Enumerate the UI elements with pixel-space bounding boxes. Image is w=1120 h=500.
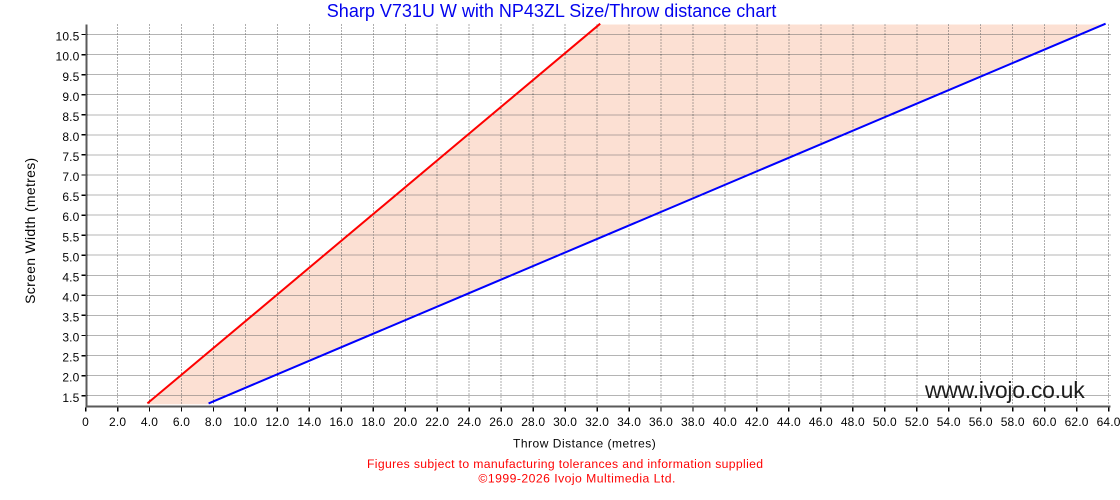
svg-text:8.0: 8.0 bbox=[205, 415, 222, 429]
svg-text:30.0: 30.0 bbox=[553, 415, 577, 429]
svg-text:38.0: 38.0 bbox=[681, 415, 705, 429]
svg-text:4.5: 4.5 bbox=[62, 270, 79, 284]
svg-text:56.0: 56.0 bbox=[969, 415, 993, 429]
svg-text:42.0: 42.0 bbox=[745, 415, 769, 429]
svg-text:50.0: 50.0 bbox=[873, 415, 897, 429]
svg-text:24.0: 24.0 bbox=[457, 415, 481, 429]
svg-text:10.5: 10.5 bbox=[56, 30, 80, 44]
svg-text:4.0: 4.0 bbox=[141, 415, 158, 429]
svg-text:10.0: 10.0 bbox=[233, 415, 257, 429]
svg-text:46.0: 46.0 bbox=[809, 415, 833, 429]
svg-text:58.0: 58.0 bbox=[1001, 415, 1025, 429]
svg-text:26.0: 26.0 bbox=[489, 415, 513, 429]
svg-text:©1999-2026 Ivojo Multimedia Lt: ©1999-2026 Ivojo Multimedia Ltd. bbox=[478, 472, 675, 486]
svg-text:9.0: 9.0 bbox=[62, 90, 79, 104]
svg-text:2.5: 2.5 bbox=[62, 351, 79, 365]
svg-text:44.0: 44.0 bbox=[777, 415, 801, 429]
svg-text:12.0: 12.0 bbox=[265, 415, 289, 429]
svg-text:4.0: 4.0 bbox=[62, 291, 79, 305]
svg-text:10.0: 10.0 bbox=[56, 50, 80, 64]
svg-text:48.0: 48.0 bbox=[841, 415, 865, 429]
svg-text:9.5: 9.5 bbox=[62, 70, 79, 84]
svg-text:18.0: 18.0 bbox=[361, 415, 385, 429]
svg-text:Throw Distance (metres): Throw Distance (metres) bbox=[513, 437, 656, 451]
svg-text:3.0: 3.0 bbox=[62, 331, 79, 345]
svg-text:Sharp V731U W with NP43ZL Size: Sharp V731U W with NP43ZL Size/Throw dis… bbox=[327, 1, 777, 21]
svg-text:7.0: 7.0 bbox=[62, 170, 79, 184]
svg-text:Screen Width (metres): Screen Width (metres) bbox=[22, 158, 38, 304]
svg-text:54.0: 54.0 bbox=[937, 415, 961, 429]
svg-text:3.5: 3.5 bbox=[62, 311, 79, 325]
svg-text:Figures subject to manufacturi: Figures subject to manufacturing toleran… bbox=[367, 457, 763, 471]
svg-text:5.5: 5.5 bbox=[62, 230, 79, 244]
svg-text:8.5: 8.5 bbox=[62, 110, 79, 124]
svg-text:28.0: 28.0 bbox=[521, 415, 545, 429]
svg-text:5.0: 5.0 bbox=[62, 250, 79, 264]
svg-text:22.0: 22.0 bbox=[425, 415, 449, 429]
svg-text:52.0: 52.0 bbox=[905, 415, 929, 429]
svg-text:34.0: 34.0 bbox=[617, 415, 641, 429]
svg-text:64.0: 64.0 bbox=[1097, 415, 1120, 429]
svg-text:32.0: 32.0 bbox=[585, 415, 609, 429]
svg-text:16.0: 16.0 bbox=[329, 415, 353, 429]
svg-text:8.0: 8.0 bbox=[62, 130, 79, 144]
svg-text:6.0: 6.0 bbox=[173, 415, 190, 429]
svg-text:20.0: 20.0 bbox=[393, 415, 417, 429]
svg-text:0: 0 bbox=[82, 415, 89, 429]
svg-text:7.5: 7.5 bbox=[62, 150, 79, 164]
svg-text:www.ivojo.co.uk: www.ivojo.co.uk bbox=[924, 377, 1085, 403]
svg-text:1.5: 1.5 bbox=[62, 391, 79, 405]
svg-text:2.0: 2.0 bbox=[109, 415, 126, 429]
svg-text:2.0: 2.0 bbox=[62, 371, 79, 385]
svg-text:60.0: 60.0 bbox=[1033, 415, 1057, 429]
svg-text:40.0: 40.0 bbox=[713, 415, 737, 429]
svg-text:36.0: 36.0 bbox=[649, 415, 673, 429]
svg-text:6.0: 6.0 bbox=[62, 210, 79, 224]
svg-text:6.5: 6.5 bbox=[62, 190, 79, 204]
svg-text:14.0: 14.0 bbox=[297, 415, 321, 429]
svg-text:62.0: 62.0 bbox=[1065, 415, 1089, 429]
